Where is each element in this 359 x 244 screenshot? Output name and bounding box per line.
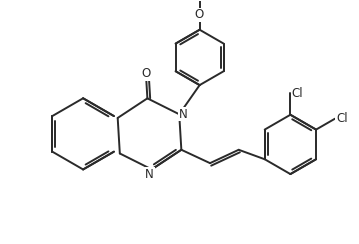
Text: N: N [145,168,154,181]
Text: Cl: Cl [292,87,303,100]
Text: N: N [179,108,187,121]
Text: Cl: Cl [336,112,348,125]
Text: O: O [194,8,203,21]
Text: O: O [141,67,151,80]
